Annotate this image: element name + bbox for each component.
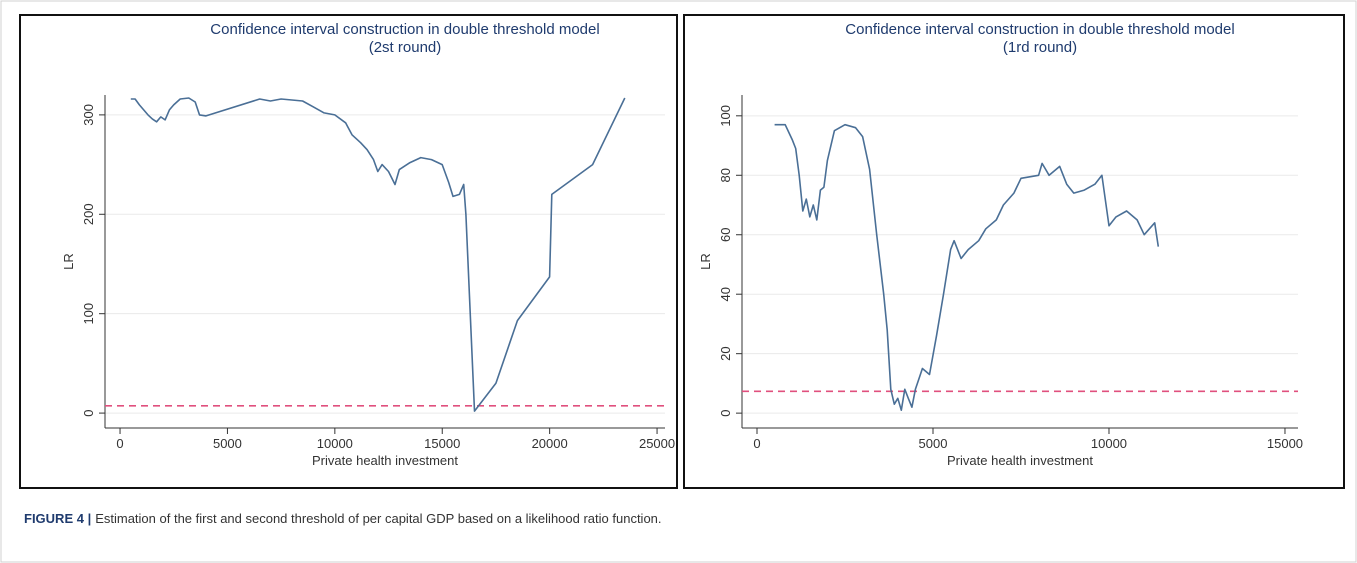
panel-frame bbox=[19, 14, 678, 489]
x-tick-label: 25000 bbox=[639, 436, 675, 451]
caption: FIGURE 4 | Estimation of the first and se… bbox=[24, 511, 662, 526]
chart-subtitle: (1rd round) bbox=[1003, 39, 1077, 56]
y-tick-label: 0 bbox=[718, 410, 733, 417]
x-tick-label: 20000 bbox=[532, 436, 568, 451]
x-tick-label: 10000 bbox=[317, 436, 353, 451]
y-axis-label: LR bbox=[698, 253, 713, 270]
y-tick-label: 60 bbox=[718, 228, 733, 242]
caption-label: FIGURE 4 | bbox=[24, 511, 91, 526]
x-tick-label: 10000 bbox=[1091, 436, 1127, 451]
y-tick-label: 80 bbox=[718, 168, 733, 182]
y-tick-label: 40 bbox=[718, 287, 733, 301]
y-tick-label: 20 bbox=[718, 346, 733, 360]
x-axis-label: Private health investment bbox=[312, 453, 458, 468]
y-axis-label: LR bbox=[61, 253, 76, 270]
data-line bbox=[774, 123, 1160, 411]
y-tick-label: 100 bbox=[81, 303, 96, 325]
data-line bbox=[130, 97, 626, 412]
y-tick-label: 200 bbox=[81, 203, 96, 225]
y-tick-label: 300 bbox=[81, 104, 96, 126]
panel-frame bbox=[683, 14, 1345, 489]
chart-title: Confidence interval construction in doub… bbox=[845, 21, 1234, 38]
chart-title: Confidence interval construction in doub… bbox=[210, 21, 599, 38]
chart-subtitle: (2st round) bbox=[369, 39, 442, 56]
x-tick-label: 15000 bbox=[424, 436, 460, 451]
x-tick-label: 15000 bbox=[1267, 436, 1303, 451]
y-tick-label: 100 bbox=[718, 105, 733, 127]
x-tick-label: 0 bbox=[116, 436, 123, 451]
x-tick-label: 0 bbox=[753, 436, 760, 451]
y-tick-label: 0 bbox=[81, 409, 96, 416]
caption-text: Estimation of the first and second thres… bbox=[95, 511, 661, 526]
x-tick-label: 5000 bbox=[919, 436, 948, 451]
x-tick-label: 5000 bbox=[213, 436, 242, 451]
x-axis-label: Private health investment bbox=[947, 453, 1093, 468]
